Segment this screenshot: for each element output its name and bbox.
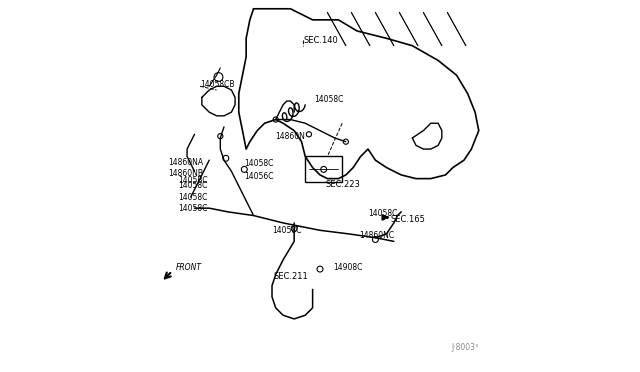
Text: 14860NA: 14860NA (168, 157, 204, 167)
Text: 14056C: 14056C (244, 172, 274, 181)
Text: FRONT: FRONT (176, 263, 202, 272)
Text: J·8003³: J·8003³ (452, 343, 479, 352)
Text: 14058C: 14058C (178, 193, 207, 202)
Text: 14058CB: 14058CB (200, 80, 234, 89)
Text: 1405BC: 1405BC (178, 176, 207, 185)
Text: 14058C: 14058C (244, 159, 274, 169)
Text: 14908C: 14908C (333, 263, 362, 272)
Text: SEC.223: SEC.223 (326, 180, 360, 189)
Text: 14058C: 14058C (272, 226, 301, 235)
Text: 14058C: 14058C (314, 95, 344, 104)
Text: SEC.165: SEC.165 (390, 215, 425, 224)
Text: 14058C: 14058C (178, 203, 207, 213)
Text: 14058C: 14058C (178, 182, 207, 190)
Text: SEC.211: SEC.211 (274, 272, 308, 281)
Text: 14860NB: 14860NB (168, 169, 204, 177)
Text: 14860N: 14860N (276, 132, 305, 141)
Text: 14860NC: 14860NC (359, 231, 394, 240)
Text: 14058C: 14058C (368, 209, 397, 218)
Text: SEC.140: SEC.140 (303, 36, 338, 45)
